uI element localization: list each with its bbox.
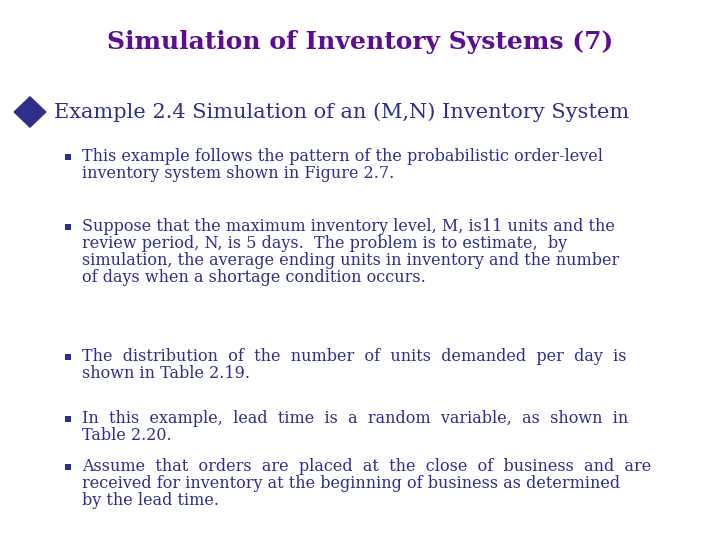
Text: Simulation of Inventory Systems (7): Simulation of Inventory Systems (7) xyxy=(107,30,613,54)
Text: received for inventory at the beginning of business as determined: received for inventory at the beginning … xyxy=(82,475,620,492)
Text: Assume  that  orders  are  placed  at  the  close  of  business  and  are: Assume that orders are placed at the clo… xyxy=(82,458,652,475)
FancyBboxPatch shape xyxy=(65,415,71,422)
Text: of days when a shortage condition occurs.: of days when a shortage condition occurs… xyxy=(82,269,426,286)
FancyBboxPatch shape xyxy=(65,354,71,360)
Text: This example follows the pattern of the probabilistic order-level: This example follows the pattern of the … xyxy=(82,148,603,165)
Text: Suppose that the maximum inventory level, M, is11 units and the: Suppose that the maximum inventory level… xyxy=(82,218,615,235)
Text: The  distribution  of  the  number  of  units  demanded  per  day  is: The distribution of the number of units … xyxy=(82,348,626,365)
Text: review period, N, is 5 days.  The problem is to estimate,  by: review period, N, is 5 days. The problem… xyxy=(82,235,567,252)
FancyBboxPatch shape xyxy=(65,463,71,469)
Text: inventory system shown in Figure 2.7.: inventory system shown in Figure 2.7. xyxy=(82,165,395,182)
Text: Table 2.20.: Table 2.20. xyxy=(82,427,171,444)
Text: In  this  example,  lead  time  is  a  random  variable,  as  shown  in: In this example, lead time is a random v… xyxy=(82,410,629,427)
Text: shown in Table 2.19.: shown in Table 2.19. xyxy=(82,365,250,382)
FancyBboxPatch shape xyxy=(65,224,71,230)
Text: Example 2.4 Simulation of an (M,N) Inventory System: Example 2.4 Simulation of an (M,N) Inven… xyxy=(54,102,629,122)
Text: by the lead time.: by the lead time. xyxy=(82,492,219,509)
Text: simulation, the average ending units in inventory and the number: simulation, the average ending units in … xyxy=(82,252,619,269)
FancyBboxPatch shape xyxy=(65,153,71,159)
